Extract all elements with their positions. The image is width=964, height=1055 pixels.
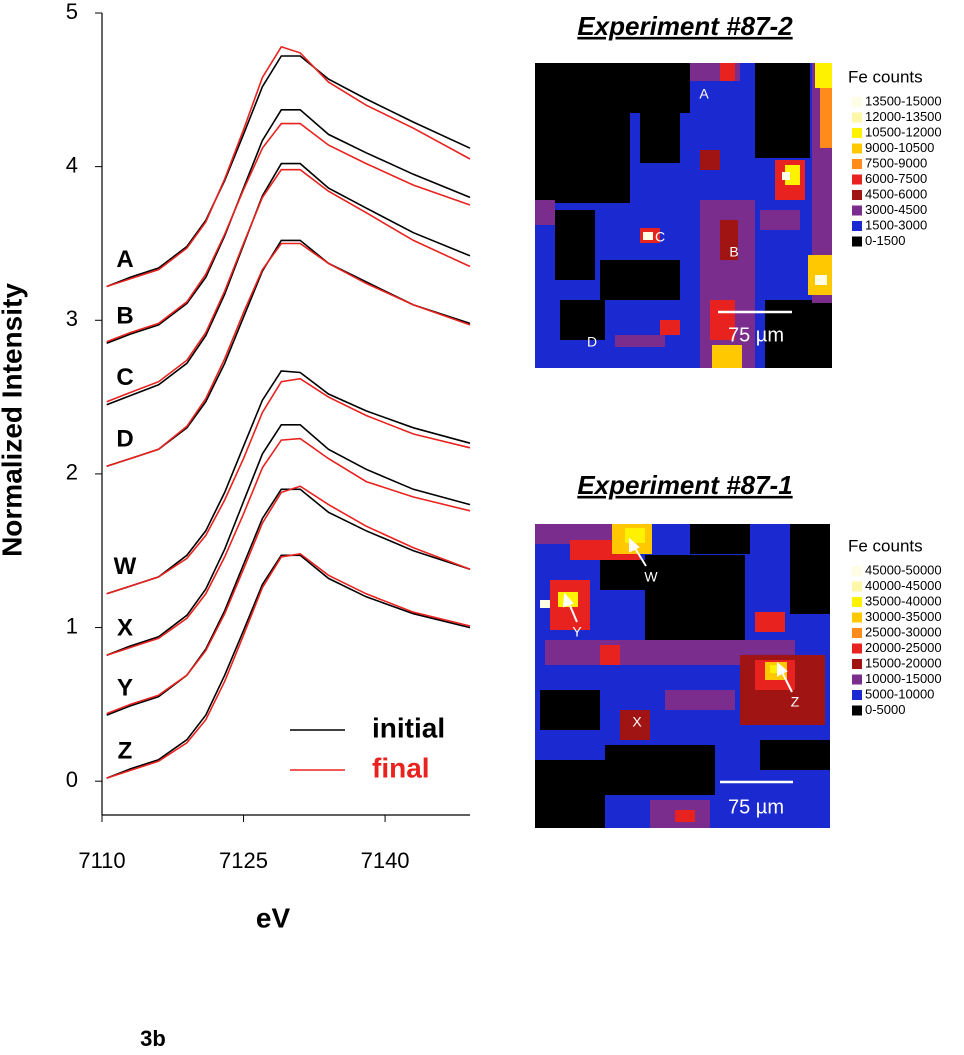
sample-label: Z [118,737,133,764]
legend-swatch [852,643,862,654]
legend-label: 6000-7500 [865,171,927,186]
legend-label: 45000-50000 [865,562,942,577]
legend-swatch [852,174,862,185]
map-point-label: Y [572,624,582,640]
legend-swatch [852,205,862,216]
scale-bars [718,310,793,784]
spectrum-final [106,122,471,343]
y-tick-label: 1 [66,613,78,638]
spectrum-initial [106,55,471,288]
y-tick-label: 0 [66,767,78,792]
spectrum-final [106,242,471,467]
legend-swatch [852,581,862,592]
legend-swatch [852,690,862,700]
spectrum-initial [106,239,471,467]
sample-label: X [117,615,133,642]
legend-label: initial [372,712,445,743]
legend-swatch [852,159,862,169]
map-title: Experiment #87-1 [577,470,792,500]
map-point-label: C [655,229,665,245]
map-image [535,524,830,828]
y-tick-label: 4 [66,152,78,177]
legend-title: Fe counts [848,536,923,555]
legend-swatch [852,236,862,247]
legend-swatch [852,221,862,231]
legend-swatch [852,674,862,685]
map-point-label: A [699,86,709,102]
scale-bar-label: 75 µm [728,796,784,818]
legend-title: Fe counts [848,67,923,86]
spectrum-initial [106,554,471,779]
spectrum-initial [106,370,471,595]
spectrum-initial [106,109,471,345]
legend-label: 10500-12000 [865,124,942,139]
spectrum-final [106,377,471,595]
map-title: Experiment #87-2 [577,11,793,41]
legend-swatch [852,705,862,716]
legend-swatch [852,97,862,107]
x-tick-label: 7110 [78,848,125,873]
spectrum-final [106,45,471,288]
legend-label: 10000-15000 [865,671,942,686]
map-point-label: Z [791,694,800,710]
legend-label: 13500-15000 [865,93,942,108]
map-point-label: B [729,244,738,260]
spectrum-final [106,168,471,403]
legend-swatch [852,612,862,623]
sample-label: Y [117,674,133,701]
legend-label: 12000-13500 [865,109,942,124]
spectrum-final [106,485,471,715]
legend-swatch [852,628,862,638]
legend-label: 15000-20000 [865,655,942,670]
panel-label: 3b [140,1026,166,1050]
legend-label: 20000-25000 [865,640,942,655]
spectrum-initial [106,162,471,406]
spectrum-final [106,437,471,656]
sample-label: D [116,426,133,453]
map-point-label: D [587,334,597,350]
legend-label: 5000-10000 [865,686,934,701]
x-tick-label: 7125 [219,848,268,873]
y-tick-label: 3 [66,306,78,331]
legend-label: final [372,752,430,783]
spectrum-initial [106,488,471,716]
legend-swatch [852,190,862,200]
x-tick-label: 7140 [361,848,410,873]
y-tick-label: 2 [66,460,78,485]
spectrum-final [106,552,471,779]
spectrum-initial [106,424,471,656]
legend-label: 0-1500 [865,233,905,248]
x-axis-label: eV [256,902,291,933]
sample-label: W [114,553,137,580]
legend-label: 3000-4500 [865,202,927,217]
legend-label: 1500-3000 [865,217,927,232]
sample-label: A [116,246,133,273]
legend-swatch [852,128,862,138]
legend-swatch [852,597,862,607]
legend-label: 9000-10500 [865,140,934,155]
legend-swatch [852,112,862,123]
legend-label: 4500-6000 [865,186,927,201]
sample-label: C [116,364,133,391]
sample-label: B [116,303,133,330]
y-tick-label: 5 [66,0,78,24]
legend-label: 7500-9000 [865,155,927,170]
map-image [535,63,832,368]
map-point-label: X [632,714,642,730]
legend-swatch [852,143,862,154]
legend-swatch [852,659,862,669]
y-axis-label: Normalized Intensity [0,283,27,557]
scale-bar-label: 75 µm [728,324,784,346]
map-point-label: W [644,569,658,585]
legend-label: 25000-30000 [865,624,942,639]
legend-label: 30000-35000 [865,609,942,624]
legend-label: 0-5000 [865,702,905,717]
legend-swatch [852,566,862,576]
map-arrows [562,537,793,693]
legend-label: 35000-40000 [865,593,942,608]
legend-label: 40000-45000 [865,578,942,593]
